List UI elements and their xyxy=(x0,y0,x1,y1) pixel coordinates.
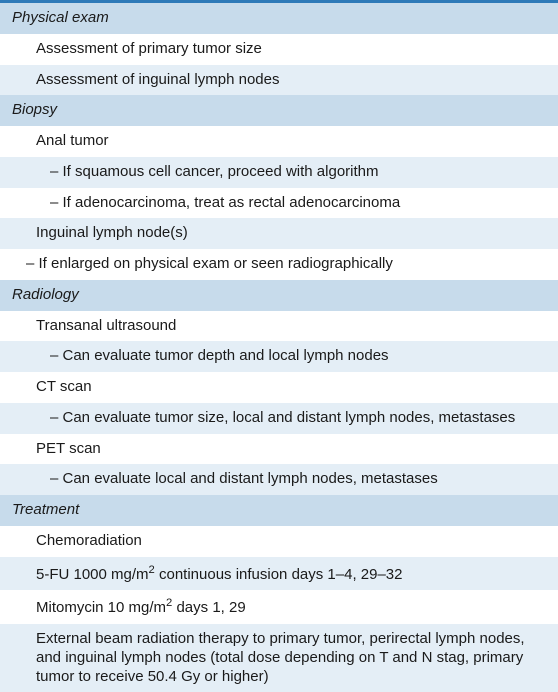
biopsy-anal-sub-0: – If squamous cell cancer, proceed with … xyxy=(0,157,558,188)
section-physical-exam: Physical exam xyxy=(0,3,558,34)
treatment-item-2: Mitomycin 10 mg/m2 days 1, 29 xyxy=(0,590,558,624)
biopsy-inguinal-sub-0: – If enlarged on physical exam or seen r… xyxy=(0,249,558,280)
pe-item-0: Assessment of primary tumor size xyxy=(0,34,558,65)
treatment-item-0: Chemoradiation xyxy=(0,526,558,557)
treatment-item-3: External beam radiation therapy to prima… xyxy=(0,624,558,692)
radiology-transanal-sub: – Can evaluate tumor depth and local lym… xyxy=(0,341,558,372)
biopsy-inguinal: Inguinal lymph node(s) xyxy=(0,218,558,249)
biopsy-anal-sub-1: – If adenocarcinoma, treat as rectal ade… xyxy=(0,188,558,219)
section-treatment: Treatment xyxy=(0,495,558,526)
treatment-item-1: 5-FU 1000 mg/m2 continuous infusion days… xyxy=(0,557,558,591)
section-radiology: Radiology xyxy=(0,280,558,311)
radiology-ct: CT scan xyxy=(0,372,558,403)
pe-item-1: Assessment of inguinal lymph nodes xyxy=(0,65,558,96)
radiology-ct-sub: – Can evaluate tumor size, local and dis… xyxy=(0,403,558,434)
radiology-pet: PET scan xyxy=(0,434,558,465)
biopsy-anal-tumor: Anal tumor xyxy=(0,126,558,157)
section-biopsy: Biopsy xyxy=(0,95,558,126)
clinical-algorithm-table: Physical exam Assessment of primary tumo… xyxy=(0,0,558,692)
radiology-transanal: Transanal ultrasound xyxy=(0,311,558,342)
radiology-pet-sub: – Can evaluate local and distant lymph n… xyxy=(0,464,558,495)
